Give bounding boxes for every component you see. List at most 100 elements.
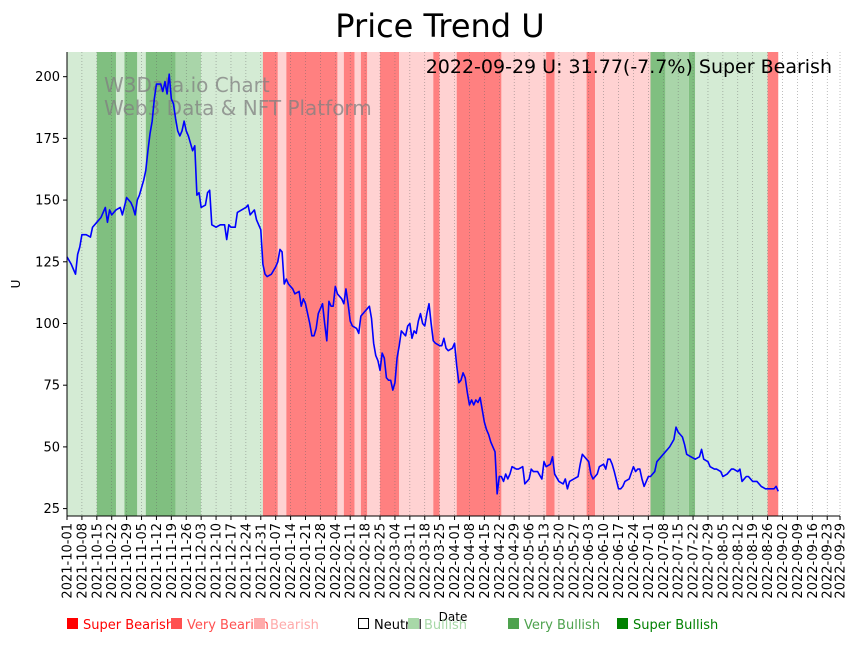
x-tick-label: 2022-04-15: [478, 523, 493, 599]
x-tick-label: 2022-05-13: [538, 523, 553, 599]
sentiment-band-bullish: [201, 52, 263, 516]
x-tick-label: 2022-07-08: [657, 523, 672, 599]
y-tick-label: 200: [35, 70, 60, 85]
x-tick-label: 2022-07-29: [701, 523, 716, 599]
x-tick-label: 2022-04-01: [448, 523, 463, 599]
sentiment-band-very-bullish: [175, 52, 202, 516]
x-tick-label: 2021-10-08: [75, 523, 90, 599]
x-tick-label: 2022-09-29: [834, 523, 849, 599]
chart-title: Price Trend U: [335, 7, 544, 45]
legend-label: Super Bearish: [83, 618, 174, 633]
sentiment-band-super-bearish: [456, 52, 502, 516]
sentiment-band-bullish: [115, 52, 125, 516]
x-tick-label: 2021-11-05: [135, 523, 150, 599]
x-tick-label: 2022-05-06: [523, 523, 538, 599]
sentiment-band-bearish: [277, 52, 287, 516]
x-tick-label: 2022-06-24: [627, 523, 642, 599]
sentiment-band-super-bearish: [286, 52, 338, 516]
x-tick-label: 2021-12-17: [224, 523, 239, 599]
x-tick-label: 2021-12-24: [239, 523, 254, 599]
x-tick-label: 2021-12-03: [195, 523, 210, 599]
sentiment-band-super-bearish: [586, 52, 596, 516]
x-tick-label: 2022-03-11: [403, 523, 418, 599]
x-tick-label: 2022-06-03: [582, 523, 597, 599]
sentiment-band-super-bullish: [96, 52, 116, 516]
x-tick-label: 2022-02-04: [329, 523, 344, 599]
y-axis-label: U: [9, 280, 23, 289]
x-tick-label: 2022-01-07: [269, 523, 284, 599]
sentiment-band-super-bearish: [767, 52, 779, 516]
sentiment-band-bearish: [367, 52, 381, 516]
x-tick-label: 2022-08-12: [731, 523, 746, 599]
legend-swatch: [171, 618, 182, 629]
sentiment-band-bearish: [337, 52, 344, 516]
sentiment-legend: Super Bearish Very Bearish Bearish Neutral B…: [67, 618, 718, 633]
y-tick-label: 25: [43, 502, 60, 517]
x-tick-label: 2021-11-12: [150, 523, 165, 599]
x-tick-label: 2022-02-18: [359, 523, 374, 599]
y-tick-label: 75: [43, 379, 60, 394]
x-tick-label: 2022-07-15: [672, 523, 687, 599]
legend-item-super-bullish: Super Bullish: [617, 618, 718, 633]
x-tick-label: 2022-04-29: [508, 523, 523, 599]
sentiment-band-super-bearish: [343, 52, 355, 516]
x-tick-label: 2021-12-31: [254, 523, 269, 599]
legend-swatch: [254, 618, 265, 629]
price-line-layer: [66, 73, 779, 495]
x-tick-label: 2022-09-16: [806, 523, 821, 599]
x-tick-label: 2022-03-04: [388, 523, 403, 599]
x-tick-label: 2022-06-10: [597, 523, 612, 599]
sentiment-band-bearish: [501, 52, 547, 516]
legend-swatch: [67, 618, 78, 629]
x-tick-label: 2022-03-18: [418, 523, 433, 599]
y-tick-label: 50: [43, 440, 60, 455]
x-tick-label: 2022-08-19: [746, 523, 761, 599]
x-tick-label: 2021-10-22: [105, 523, 120, 599]
legend-label: Super Bullish: [633, 618, 718, 633]
x-tick-label: 2022-08-26: [761, 523, 776, 599]
legend-label: Bullish: [424, 618, 467, 633]
legend-label: Very Bearish: [187, 618, 269, 633]
x-tick-label: 2022-05-27: [567, 523, 582, 599]
legend-item-super-bearish: Super Bearish: [67, 618, 174, 633]
sentiment-band-bearish: [354, 52, 361, 516]
x-tick-label: 2022-07-01: [642, 523, 657, 599]
watermark-line-2: Web3 Data & NFT Platform: [104, 96, 372, 120]
sentiment-band-super-bullish: [650, 52, 666, 516]
sentiment-band-bearish: [439, 52, 457, 516]
price-annotation: 2022-09-29 U: 31.77(-7.7%) Super Bearish: [426, 56, 832, 78]
sentiment-band-very-bullish: [665, 52, 689, 516]
series-line-u: [66, 73, 779, 495]
sentiment-band-bearish: [554, 52, 587, 516]
legend-item-bearish: Bearish: [254, 618, 319, 633]
x-tick-label: 2022-09-09: [791, 523, 806, 599]
x-tick-label: 2022-07-22: [687, 523, 702, 599]
sentiment-band-bullish: [695, 52, 768, 516]
watermark-line-1: W3Data.io Chart: [104, 73, 270, 97]
y-tick-label: 125: [35, 255, 60, 270]
x-tick-label: 2022-09-23: [821, 523, 836, 599]
x-tick-label: 2022-06-17: [612, 523, 627, 599]
legend-item-bullish: Bullish: [408, 618, 467, 633]
legend-swatch: [358, 618, 369, 629]
x-tick-label: 2022-01-14: [284, 523, 299, 599]
x-tick-label: 2021-11-26: [180, 523, 195, 599]
x-tick-label: 2022-04-22: [493, 523, 508, 599]
sentiment-band-bearish: [595, 52, 651, 516]
x-tick-label: 2021-10-01: [61, 523, 76, 599]
legend-swatch: [408, 618, 419, 629]
x-tick-label: 2022-02-11: [344, 523, 359, 599]
x-axis-ticks: 2021-10-01 2021-10-08 2021-10-15 2021-10-22…: [61, 516, 849, 599]
sentiment-band-super-bullish: [688, 52, 696, 516]
x-tick-label: 2022-01-28: [314, 523, 329, 599]
x-tick-label: 2022-04-08: [463, 523, 478, 599]
sentiment-band-bearish: [399, 52, 434, 516]
legend-swatch: [617, 618, 628, 629]
sentiment-band-super-bearish: [262, 52, 278, 516]
x-tick-label: 2021-10-29: [120, 523, 135, 599]
x-tick-label: 2021-10-15: [90, 523, 105, 599]
sentiment-band-super-bearish: [433, 52, 440, 516]
x-tick-label: 2022-05-20: [552, 523, 567, 599]
